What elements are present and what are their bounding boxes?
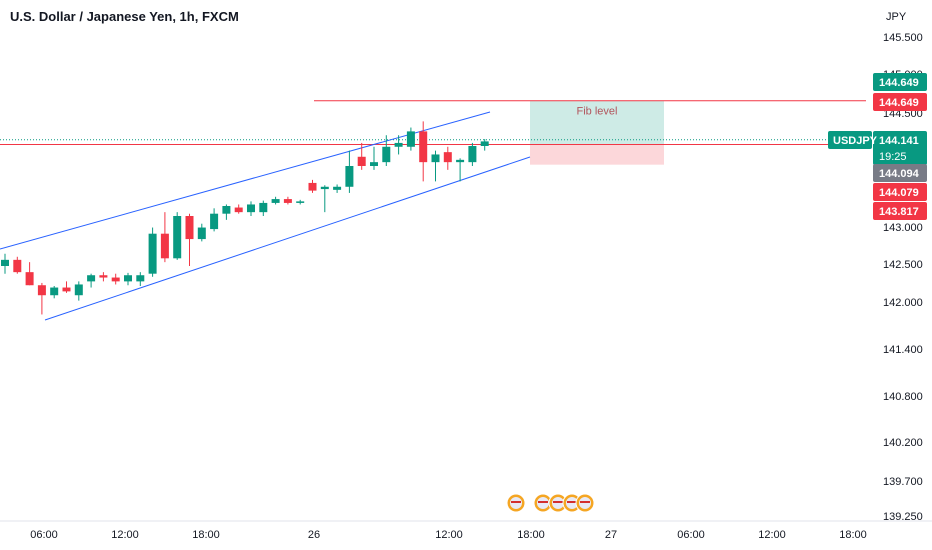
candle-body-10 [124,275,132,282]
price-tag [873,183,927,201]
y-tick-label: 139.250 [883,511,923,523]
candle-body-19 [234,207,243,213]
price-tag [873,202,927,220]
fib-zone-upper [530,100,664,145]
price-tag-countdown: 19:25 [879,151,907,163]
fib-level-label: Fib level [577,106,618,118]
candle-body-32 [394,142,403,147]
y-tick-label: 140.800 [883,391,923,403]
x-tick-label: 12:00 [111,529,139,541]
price-tag [873,73,927,91]
candle-body-17 [210,213,219,230]
x-tick-label: 18:00 [517,529,545,541]
candle-body-13 [160,233,169,259]
y-tick-label: 142.000 [883,297,923,309]
candle-body-4 [50,287,59,296]
candle-body-1 [13,259,22,273]
x-tick-label: 12:00 [758,529,786,541]
candle-body-5 [62,287,71,292]
candle-body-34 [419,131,428,163]
channel-lower-line [44,156,531,321]
price-tag-label: 144.079 [879,187,919,199]
y-tick-label: 143.000 [883,222,923,234]
candle-body-27 [333,186,342,190]
candle-body-11 [136,275,145,282]
candle-body-16 [197,227,206,240]
candle-body-28 [345,166,354,187]
y-tick-label: 140.200 [883,437,923,449]
candle-body-14 [173,216,182,259]
candle-body-9 [111,277,120,282]
candle-body-26 [320,186,329,190]
candle-body-31 [382,146,391,163]
candle-body-20 [247,204,255,213]
candle-body-36 [443,152,452,163]
x-tick-label: 12:00 [435,529,463,541]
candle-body-30 [370,162,378,166]
y-tick-label: 141.400 [883,344,923,356]
candle-body-22 [271,199,280,203]
candle-body-3 [37,285,46,296]
price-tag [873,131,927,165]
symbol-tag-label: USDJPY [833,135,878,147]
x-tick-label: 27 [605,529,617,541]
candle-body-33 [406,131,415,147]
candle-body-35 [431,154,440,163]
candle-body-6 [74,284,83,296]
candle-body-18 [222,206,231,214]
price-tag-label: 143.817 [879,206,919,218]
candle-body-25 [308,182,317,191]
candle-body-23 [283,199,292,203]
currency-label: JPY [886,11,907,23]
us-flag-event-icon-stripe [511,501,521,503]
candle-body-12 [148,233,157,274]
price-tag [873,93,927,111]
chart-title: U.S. Dollar / Japanese Yen, 1h, FXCM [10,9,239,24]
price-tag-label: 144.141 [879,135,919,147]
y-tick-label: 145.500 [883,32,923,44]
us-flag-event-icon-stripe [580,501,590,503]
candle-body-29 [357,156,366,166]
x-tick-label: 18:00 [839,529,867,541]
candle-body-37 [456,159,465,163]
candle-body-38 [468,146,477,163]
price-tag [873,164,927,182]
us-flag-event-icon-stripe [567,501,577,503]
candle-body-7 [87,275,96,282]
candle-body-21 [259,202,268,213]
candle-body-39 [480,141,489,146]
x-tick-label: 18:00 [192,529,220,541]
x-tick-label: 26 [308,529,320,541]
candle-body-24 [296,201,305,203]
candle-body-15 [185,216,194,240]
y-tick-label: 139.700 [883,476,923,488]
channel-upper-line [0,111,491,250]
price-tag-label: 144.649 [879,97,919,109]
us-flag-event-icon-stripe [538,501,548,503]
symbol-tag [828,131,872,149]
candle-body-2 [25,272,34,286]
candle-body-8 [99,275,108,278]
us-flag-event-icon-stripe [553,501,563,503]
price-tag-label: 144.094 [879,168,920,180]
y-tick-label: 142.500 [883,259,923,271]
x-tick-label: 06:00 [677,529,705,541]
candle-body-0 [1,259,9,266]
fib-zone-lower [530,144,664,165]
price-tag-label: 144.649 [879,77,919,89]
x-tick-label: 06:00 [30,529,58,541]
